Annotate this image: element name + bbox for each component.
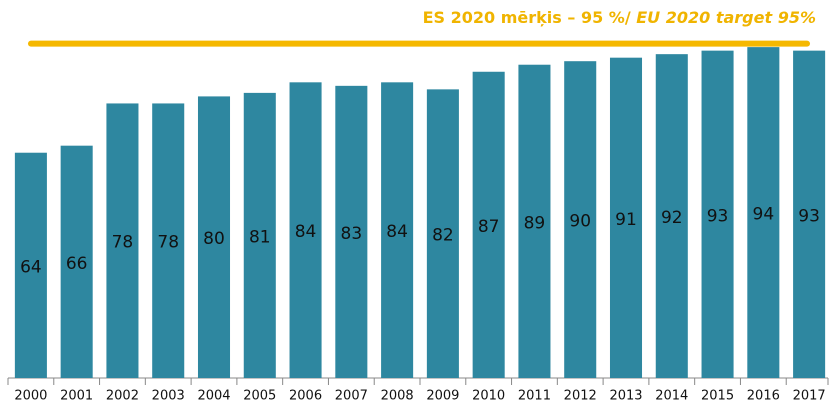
- x-tick-label: 2004: [197, 389, 230, 404]
- bar: [335, 85, 368, 378]
- value-label: 94: [753, 205, 775, 225]
- bar: [60, 145, 93, 378]
- x-tick-label: 2009: [426, 389, 459, 404]
- x-tick-label: 2010: [472, 389, 505, 404]
- value-label: 93: [798, 206, 820, 226]
- bar: [747, 47, 780, 379]
- x-tick-label: 2006: [289, 389, 322, 404]
- x-tick-label: 2002: [106, 389, 139, 404]
- x-tick-label: 2012: [564, 389, 597, 404]
- title-en: EU 2020 target 95%: [636, 8, 816, 27]
- bar: [793, 50, 826, 378]
- value-label: 64: [20, 257, 42, 277]
- bar: [243, 92, 276, 378]
- value-label: 87: [478, 217, 500, 237]
- value-label: 92: [661, 208, 683, 228]
- x-tick-label: 2013: [609, 389, 642, 404]
- value-label: 66: [66, 254, 88, 274]
- bar: [701, 50, 734, 378]
- value-label: 82: [432, 226, 454, 246]
- value-label: 81: [249, 227, 271, 247]
- bar: [564, 61, 597, 378]
- x-tick-label: 2003: [152, 389, 185, 404]
- chart-title: ES 2020 mērķis – 95 %/ EU 2020 target 95…: [423, 8, 816, 27]
- bar: [106, 103, 139, 378]
- x-tick-label: 2001: [60, 389, 93, 404]
- x-tick-label: 2011: [518, 389, 551, 404]
- value-label: 78: [157, 233, 179, 253]
- x-tick-label: 2005: [243, 389, 276, 404]
- x-tick-label: 2017: [793, 389, 826, 404]
- value-label: 84: [386, 222, 408, 242]
- bar: [609, 57, 643, 379]
- x-tick-label: 2015: [701, 389, 734, 404]
- bar: [289, 82, 322, 378]
- x-tick-label: 2008: [381, 389, 414, 404]
- value-label: 84: [295, 222, 317, 242]
- x-tick-label: 2000: [14, 389, 47, 404]
- value-label: 83: [341, 224, 363, 244]
- bar: [655, 54, 688, 378]
- x-tick-label: 2016: [747, 389, 780, 404]
- bar: [152, 103, 185, 378]
- value-label: 91: [615, 210, 637, 230]
- value-label: 89: [524, 213, 546, 233]
- bar: [518, 64, 551, 378]
- bar: [197, 96, 231, 379]
- x-tick-label: 2014: [655, 389, 688, 404]
- value-label: 90: [569, 212, 591, 232]
- x-tick-label: 2007: [335, 389, 368, 404]
- value-label: 93: [707, 206, 729, 226]
- value-label: 78: [112, 233, 134, 253]
- bar: [472, 71, 505, 378]
- value-label: 80: [203, 229, 225, 249]
- bar: [381, 82, 414, 378]
- bar: [426, 89, 459, 379]
- title-lv: ES 2020 mērķis – 95 %/: [423, 8, 631, 27]
- bar: [14, 152, 47, 378]
